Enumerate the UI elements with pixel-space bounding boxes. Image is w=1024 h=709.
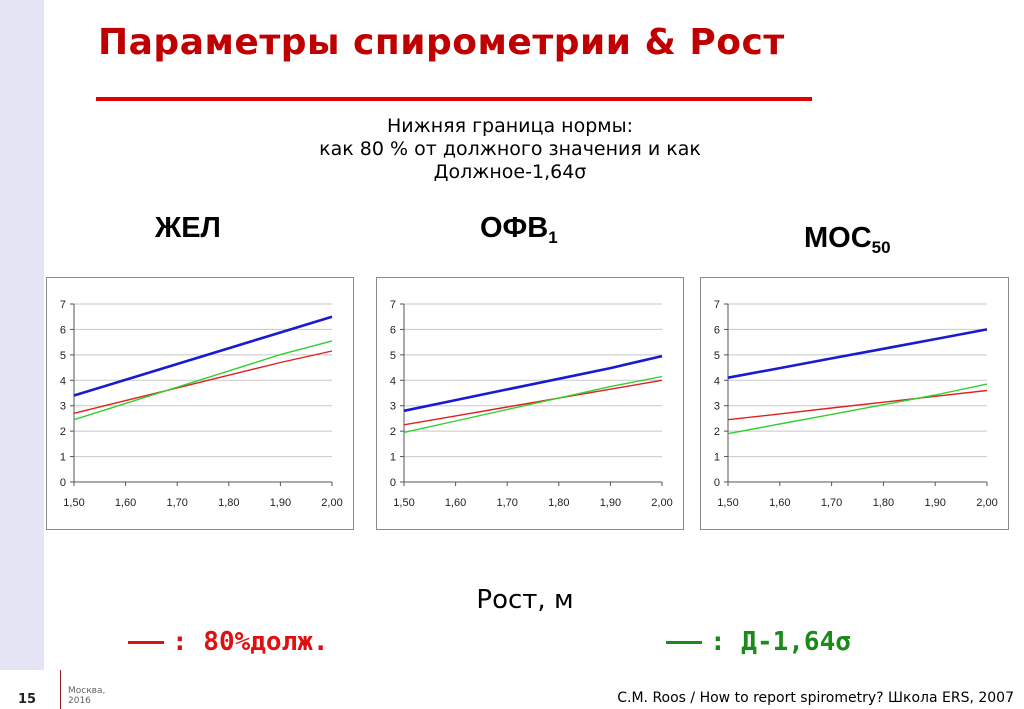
chart-title-sub: 1	[548, 228, 558, 247]
chart-panel-mos50: 0 1 2 3 4 5 6 7 1,50 1,60 1,70 1,80 1,90 2,00	[700, 277, 1009, 530]
legend-item-lln: : Д-1,64σ	[666, 627, 851, 657]
chart-mos50: 0 1 2 3 4 5 6 7 1,50 1,60 1,70 1,80 1,90 2,00	[714, 299, 998, 509]
series-line-red	[73, 350, 333, 414]
title-underline	[96, 97, 812, 101]
y-tick-label: 4	[714, 375, 720, 387]
x-tick-label: 1,50	[717, 497, 738, 509]
subtitle-line: как 80 % от должного значения и как	[319, 138, 701, 160]
footer-year: 2016	[68, 696, 91, 706]
footer-city: Москва,	[68, 686, 106, 696]
legend-swatch-green	[666, 641, 702, 644]
x-tick-label: 1,50	[393, 497, 414, 509]
legend-label: : 80%долж.	[172, 627, 329, 657]
series-line-red	[727, 389, 988, 421]
y-tick-label: 2	[60, 426, 66, 438]
x-tick-label: 2,00	[976, 497, 997, 509]
y-tick-label: 6	[714, 324, 720, 336]
chart-title-mos50: МОС50	[804, 222, 891, 258]
x-tick-label: 1,90	[270, 497, 291, 509]
y-tick-label: 0	[60, 477, 66, 489]
x-tick-label: 1,90	[600, 497, 621, 509]
page-number: 15	[18, 692, 37, 707]
chart-title-ofv1: ОФВ1	[480, 212, 558, 248]
y-tick-label: 5	[390, 350, 396, 362]
chart-title-text: ЖЕЛ	[155, 212, 221, 244]
y-tick-label: 1	[714, 452, 720, 464]
series-line-blue	[403, 354, 663, 413]
x-tick-label: 1,70	[496, 497, 517, 509]
subtitle-line: Нижняя граница нормы:	[387, 115, 633, 137]
x-tick-label: 1,50	[63, 497, 84, 509]
chart-panel-zhel: 0 1 2 3 4 5 6 7 1,50 1,60 1,70 1,80 1,90 2,00	[46, 277, 354, 530]
series-line-blue	[727, 328, 988, 379]
legend-swatch-red	[128, 641, 164, 644]
chart-title-text: ОФВ	[480, 212, 549, 244]
x-tick-label: 1,70	[166, 497, 187, 509]
chart-title-zhel: ЖЕЛ	[155, 212, 221, 248]
x-tick-label: 1,80	[218, 497, 239, 509]
y-tick-label: 2	[390, 426, 396, 438]
x-tick-label: 2,00	[651, 497, 672, 509]
series-line-green	[727, 383, 988, 435]
chart-title-sub: 50	[871, 238, 891, 257]
y-tick-label: 6	[60, 324, 66, 336]
chart-panel-ofv1: 0 1 2 3 4 5 6 7 1,50 1,60 1,70 1,80 1,90 2,00	[376, 277, 684, 530]
x-tick-label: 1,80	[548, 497, 569, 509]
x-tick-label: 1,90	[924, 497, 945, 509]
y-tick-label: 0	[714, 477, 720, 489]
y-tick-label: 4	[390, 375, 396, 387]
y-tick-label: 0	[390, 477, 396, 489]
series-line-green	[73, 340, 333, 421]
subtitle: Нижняя граница нормы: как 80 % от должно…	[260, 115, 760, 184]
series-line-red	[403, 379, 663, 426]
y-tick-label: 7	[714, 299, 720, 311]
y-tick-label: 1	[60, 452, 66, 464]
y-tick-label: 3	[714, 401, 720, 413]
y-tick-label: 3	[60, 401, 66, 413]
x-axis-label: Рост, м	[476, 585, 574, 615]
footer-divider	[60, 670, 61, 709]
y-tick-label: 7	[390, 299, 396, 311]
series-line-blue	[73, 315, 333, 397]
y-tick-label: 6	[390, 324, 396, 336]
y-tick-label: 5	[714, 350, 720, 362]
page-title: Параметры спирометрии & Рост	[98, 22, 785, 63]
x-tick-label: 1,60	[769, 497, 790, 509]
legend-item-80pct: : 80%долж.	[128, 627, 329, 657]
series-line-green	[403, 375, 663, 434]
y-tick-label: 1	[390, 452, 396, 464]
chart-ofv1: 0 1 2 3 4 5 6 7 1,50 1,60 1,70 1,80 1,90 2,00	[390, 299, 673, 509]
legend-label: : Д-1,64σ	[710, 627, 851, 657]
x-tick-label: 1,70	[821, 497, 842, 509]
footer-source: C.M. Roos / How to report spirometry? Шк…	[617, 690, 1014, 706]
y-tick-label: 7	[60, 299, 66, 311]
y-tick-label: 2	[714, 426, 720, 438]
x-tick-label: 1,60	[445, 497, 466, 509]
x-tick-label: 1,60	[115, 497, 136, 509]
x-tick-label: 2,00	[321, 497, 342, 509]
subtitle-line: Должное-1,64σ	[433, 161, 587, 183]
y-tick-label: 4	[60, 375, 66, 387]
y-tick-label: 3	[390, 401, 396, 413]
chart-zhel: 0 1 2 3 4 5 6 7 1,50 1,60 1,70 1,80 1,90 2,00	[60, 299, 343, 509]
x-tick-label: 1,80	[873, 497, 894, 509]
y-tick-label: 5	[60, 350, 66, 362]
side-bar-decoration	[0, 0, 44, 670]
footer-location: Москва, 2016	[68, 686, 105, 706]
chart-title-text: МОС	[804, 222, 872, 254]
